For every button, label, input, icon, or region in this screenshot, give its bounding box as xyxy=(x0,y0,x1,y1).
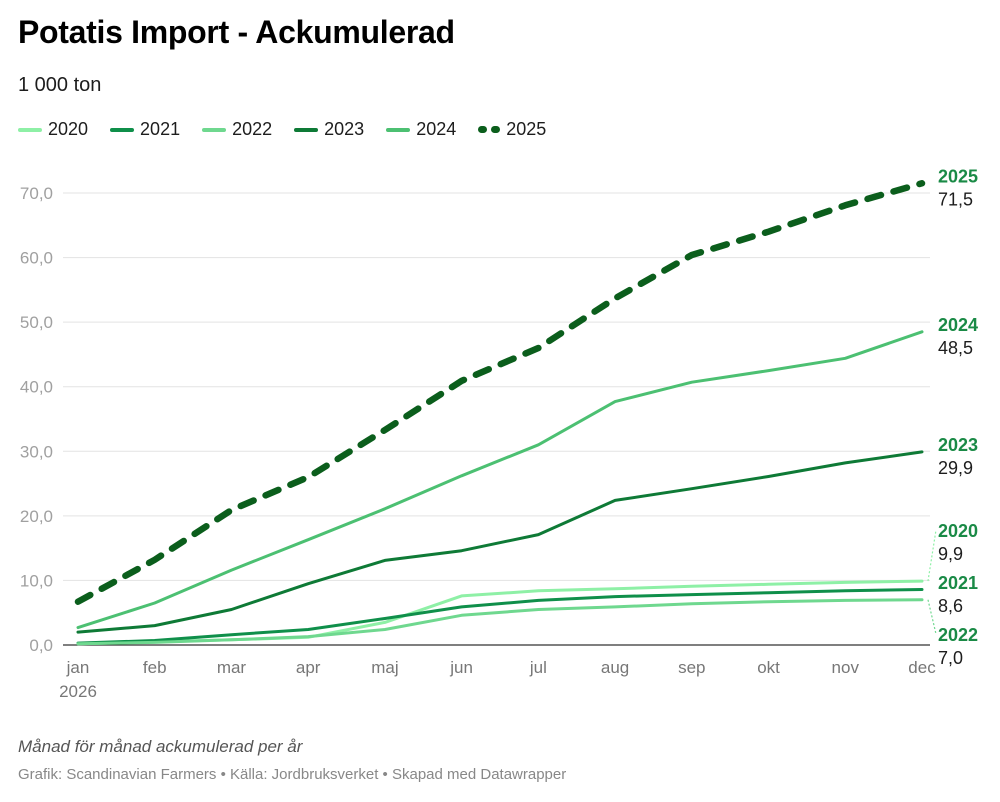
end-value-2024: 48,5 xyxy=(938,338,973,358)
y-tick-label: 70,0 xyxy=(20,184,53,203)
x-tick-label: apr xyxy=(296,658,321,677)
x-tick-label: jan xyxy=(66,658,90,677)
legend-item-2025: 2025 xyxy=(478,119,546,140)
legend-label: 2022 xyxy=(232,119,273,139)
legend-item-2023: 2023 xyxy=(294,119,364,140)
legend: 2020 2021 2022 2023 2024 2025 xyxy=(18,119,568,140)
series-line-2022 xyxy=(76,598,924,646)
label-connector-2020 xyxy=(927,529,937,582)
x-tick-label: jun xyxy=(449,658,473,677)
chart-title: Potatis Import - Ackumulerad xyxy=(18,14,455,50)
y-tick-label: 50,0 xyxy=(20,313,53,332)
series-line-2025 xyxy=(74,180,926,605)
legend-label: 2025 xyxy=(506,119,547,139)
label-connector-2022 xyxy=(927,599,937,635)
end-value-2025: 71,5 xyxy=(938,189,973,209)
x-tick-label: jul xyxy=(529,658,547,677)
y-tick-label: 10,0 xyxy=(20,571,53,590)
x-tick-label: nov xyxy=(832,658,860,677)
legend-swatch-2023 xyxy=(294,127,319,132)
x-tick-label: maj xyxy=(371,658,398,677)
legend-swatch-2020 xyxy=(18,127,42,132)
end-label-2024: 2024 xyxy=(938,315,978,335)
y-tick-label: 30,0 xyxy=(20,442,53,461)
x-tick-label: aug xyxy=(601,658,629,677)
legend-label: 2021 xyxy=(140,119,181,139)
legend-swatch-2022 xyxy=(202,127,227,132)
footer-note: Månad för månad ackumulerad per år xyxy=(18,737,303,756)
legend-label: 2020 xyxy=(48,119,89,139)
footer-credits: Grafik: Scandinavian Farmers • Källa: Jo… xyxy=(18,766,567,783)
x-tick-label: dec xyxy=(908,658,936,677)
end-label-2021: 2021 xyxy=(938,573,978,593)
end-label-2020: 2020 xyxy=(938,521,978,541)
legend-label: 2024 xyxy=(416,119,457,139)
x-tick-label: feb xyxy=(143,658,167,677)
end-value-2021: 8,6 xyxy=(938,596,963,616)
end-value-2020: 9,9 xyxy=(938,544,963,564)
legend-item-2022: 2022 xyxy=(202,119,272,140)
y-tick-label: 40,0 xyxy=(20,378,53,397)
legend-swatch-2025 xyxy=(478,126,501,133)
x-tick-sublabel: 2026 xyxy=(59,682,97,701)
x-tick-label: sep xyxy=(678,658,705,677)
legend-label: 2023 xyxy=(324,119,365,139)
end-label-2022: 2022 xyxy=(938,625,978,645)
legend-item-2020: 2020 xyxy=(18,119,88,140)
series-line-2021 xyxy=(76,588,924,645)
y-tick-label: 0,0 xyxy=(29,636,53,655)
end-value-2022: 7,0 xyxy=(938,648,963,668)
y-tick-label: 20,0 xyxy=(20,507,53,526)
x-tick-label: mar xyxy=(217,658,247,677)
series-line-2024 xyxy=(76,330,924,630)
chart-subtitle: 1 000 ton xyxy=(18,74,102,96)
end-label-2025: 2025 xyxy=(938,166,978,186)
legend-item-2021: 2021 xyxy=(110,119,180,140)
end-value-2023: 29,9 xyxy=(938,458,973,478)
legend-swatch-2021 xyxy=(110,127,135,132)
y-tick-label: 60,0 xyxy=(20,249,53,268)
x-tick-label: okt xyxy=(757,658,780,677)
legend-item-2024: 2024 xyxy=(386,119,456,140)
legend-swatch-2024 xyxy=(386,127,411,132)
series-line-2023 xyxy=(76,450,924,634)
end-label-2023: 2023 xyxy=(938,435,978,455)
